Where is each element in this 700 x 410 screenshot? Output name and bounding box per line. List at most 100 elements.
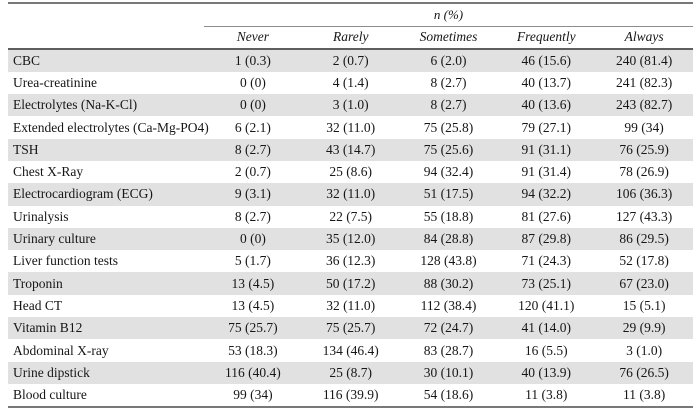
cell-value: 5 (1.7): [234, 253, 271, 269]
table-row: Urinalysis 8 (2.7) 22 (7.5) 55 (18.8) 81 (27…: [8, 206, 693, 228]
cell-value: 0 (0): [239, 74, 266, 90]
cell-value: 83 (28.7): [423, 342, 474, 358]
cell-value: 134 (46.4): [322, 342, 379, 358]
cell-value: 11 (3.8): [622, 387, 666, 403]
row-label: Electrocardiogram (ECG): [13, 186, 153, 202]
table-header: n (%) Never Rarely Sometimes Frequently Alwa…: [8, 3, 694, 50]
table-row: Urea-creatinine 0 (0) 4 (1.4) 8 (2.7) 40 (13…: [8, 72, 693, 94]
column-header-rarely: Rarely: [301, 26, 400, 50]
cell-value: 67 (23.0): [619, 275, 669, 291]
cell-value: 86 (29.5): [619, 231, 669, 247]
cell-value: 13 (4.5): [231, 297, 275, 313]
cell-value: 13 (4.5): [231, 275, 275, 291]
cell-value: 54 (18.6): [423, 387, 474, 403]
row-label: CBC: [13, 52, 41, 68]
cell-value: 50 (17.2): [325, 275, 376, 291]
row-label: Troponin: [13, 275, 63, 291]
cell-value: 2 (0.7): [332, 52, 369, 68]
row-label: Urinalysis: [13, 208, 69, 224]
table-row: CBC 1 (0.3) 2 (0.7) 6 (2.0) 46 (15.6) 240 (81…: [8, 48, 694, 72]
cell-value: 8 (2.7): [430, 74, 467, 90]
row-label: Urine dipstick: [13, 364, 90, 380]
cell-value: 52 (17.8): [619, 253, 669, 269]
cell-value: 32 (11.0): [326, 297, 376, 313]
row-label: Vitamin B12: [13, 320, 83, 336]
cell-value: 94 (32.4): [423, 164, 474, 180]
table-row: Chest X-Ray 2 (0.7) 25 (8.6) 94 (32.4) 91 (3…: [8, 161, 693, 183]
cell-value: 32 (11.0): [326, 119, 376, 135]
group-header-spacer: [8, 3, 204, 26]
table-body: CBC 1 (0.3) 2 (0.7) 6 (2.0) 46 (15.6) 240 (81…: [8, 48, 694, 408]
cell-value: 25 (8.6): [329, 164, 373, 180]
cell-value: 43 (14.7): [325, 141, 376, 157]
table-row: Urinary culture 0 (0) 35 (12.0) 84 (28.8) 87…: [8, 227, 694, 251]
table-row: Blood culture 99 (34) 116 (39.9) 54 (18.6) 1…: [8, 384, 693, 407]
row-label: Electrolytes (Na-K-Cl): [13, 97, 138, 113]
cell-value: 30 (10.1): [423, 364, 474, 380]
column-header-row: Never Rarely Sometimes Frequently Always: [8, 26, 694, 50]
row-label: Chest X-Ray: [13, 164, 84, 180]
cell-value: 87 (29.8): [521, 231, 572, 247]
cell-value: 4 (1.4): [332, 74, 369, 90]
row-label: Urea-creatinine: [13, 74, 97, 90]
table-row: Abdominal X-ray 53 (18.3) 134 (46.4) 83 (28…: [8, 339, 693, 361]
cell-value: 2 (0.7): [234, 164, 271, 180]
cell-value: 99 (34): [624, 119, 664, 135]
cell-value: 16 (5.5): [524, 342, 568, 358]
cell-value: 55 (18.8): [423, 208, 474, 224]
cell-value: 41 (14.0): [521, 320, 572, 336]
cell-value: 40 (13.9): [521, 364, 572, 380]
cell-value: 15 (5.1): [622, 297, 666, 313]
cell-value: 22 (7.5): [329, 208, 373, 224]
cell-value: 40 (13.7): [521, 74, 572, 90]
cell-value: 243 (82.7): [615, 97, 673, 113]
row-label: Blood culture: [13, 387, 87, 403]
cell-value: 3 (1.0): [626, 342, 663, 358]
cell-value: 91 (31.4): [521, 164, 572, 180]
row-label: Extended electrolytes (Ca-Mg-PO4): [13, 119, 209, 135]
row-label: Liver function tests: [13, 253, 118, 269]
cell-value: 53 (18.3): [228, 342, 278, 358]
cell-value: 35 (12.0): [325, 231, 376, 247]
table-row: Urine dipstick 116 (40.4) 25 (8.7) 30 (10.1…: [8, 361, 694, 384]
group-header-row: n (%): [8, 3, 694, 27]
cell-value: 88 (30.2): [423, 275, 474, 291]
cell-value: 120 (41.1): [518, 297, 575, 313]
row-label: TSH: [13, 141, 39, 157]
cell-value: 75 (25.6): [423, 141, 474, 157]
cell-value: 32 (11.0): [326, 186, 376, 202]
row-label: Head CT: [13, 297, 63, 313]
cell-value: 36 (12.3): [325, 253, 376, 269]
cell-value: 72 (24.7): [423, 320, 474, 336]
cell-value: 9 (3.1): [234, 186, 271, 202]
table-row: Extended electrolytes (Ca-Mg-PO4) 6 (2.1)…: [8, 116, 693, 138]
frequency-table: n (%) Never Rarely Sometimes Frequently Alwa…: [8, 2, 694, 409]
cell-value: 1 (0.3): [234, 52, 271, 68]
cell-value: 0 (0): [239, 97, 266, 113]
cell-value: 81 (27.6): [521, 208, 572, 224]
table-row: Head CT 13 (4.5) 32 (11.0) 112 (38.4) 120 (4…: [8, 295, 693, 317]
cell-value: 116 (40.4): [225, 364, 281, 380]
cell-value: 75 (25.7): [325, 320, 376, 336]
cell-value: 99 (34): [233, 387, 273, 403]
cell-value: 0 (0): [239, 231, 266, 247]
cell-value: 79 (27.1): [521, 119, 572, 135]
column-header-sometimes: Sometimes: [399, 26, 498, 50]
cell-value: 51 (17.5): [423, 186, 474, 202]
table-row: Troponin 13 (4.5) 50 (17.2) 88 (30.2) 73 (25…: [8, 272, 694, 295]
cell-value: 75 (25.8): [423, 119, 474, 135]
column-header-always: Always: [595, 26, 694, 50]
group-header: n (%): [204, 3, 694, 27]
cell-value: 91 (31.1): [521, 141, 572, 157]
cell-value: 112 (38.4): [420, 297, 477, 313]
table-row: TSH 8 (2.7) 43 (14.7) 75 (25.6) 91 (31.1) 76 …: [8, 138, 694, 161]
cell-value: 116 (39.9): [322, 387, 379, 403]
cell-value: 40 (13.6): [521, 97, 572, 113]
cell-value: 11 (3.8): [525, 387, 568, 403]
cell-value: 6 (2.0): [430, 52, 467, 68]
cell-value: 84 (28.8): [423, 231, 474, 247]
cell-value: 76 (26.5): [619, 364, 669, 380]
column-header-frequently: Frequently: [497, 26, 596, 50]
cell-value: 127 (43.3): [615, 208, 673, 224]
